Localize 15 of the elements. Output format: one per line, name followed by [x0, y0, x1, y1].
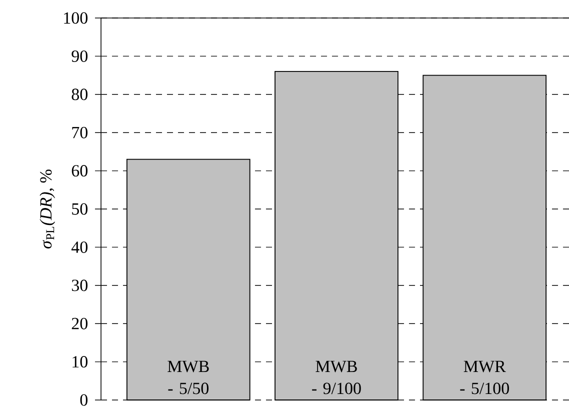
- y-tick-label: 40: [71, 241, 88, 253]
- y-axis-title: σ$_{PL}$(DR), %: [40, 170, 56, 248]
- x-tick-label: MWB - 9/100: [312, 360, 361, 394]
- y-tick-label: 60: [72, 165, 88, 177]
- y-tick-label: 20: [72, 318, 88, 330]
- y-tick-label: 30: [72, 280, 88, 292]
- y-tick-label: 0: [80, 394, 88, 406]
- y-tick-label: 80: [72, 88, 88, 100]
- y-tick-label: 10: [72, 356, 88, 368]
- x-tick-label: MWR - 5/100: [460, 360, 509, 394]
- y-tick-label: 100: [64, 12, 88, 24]
- y-tick-label: 50: [72, 203, 88, 215]
- x-tick-label: MWB - 5/50: [168, 360, 209, 394]
- y-tick-label: 90: [72, 50, 88, 62]
- y-tick-label: 70: [72, 126, 88, 138]
